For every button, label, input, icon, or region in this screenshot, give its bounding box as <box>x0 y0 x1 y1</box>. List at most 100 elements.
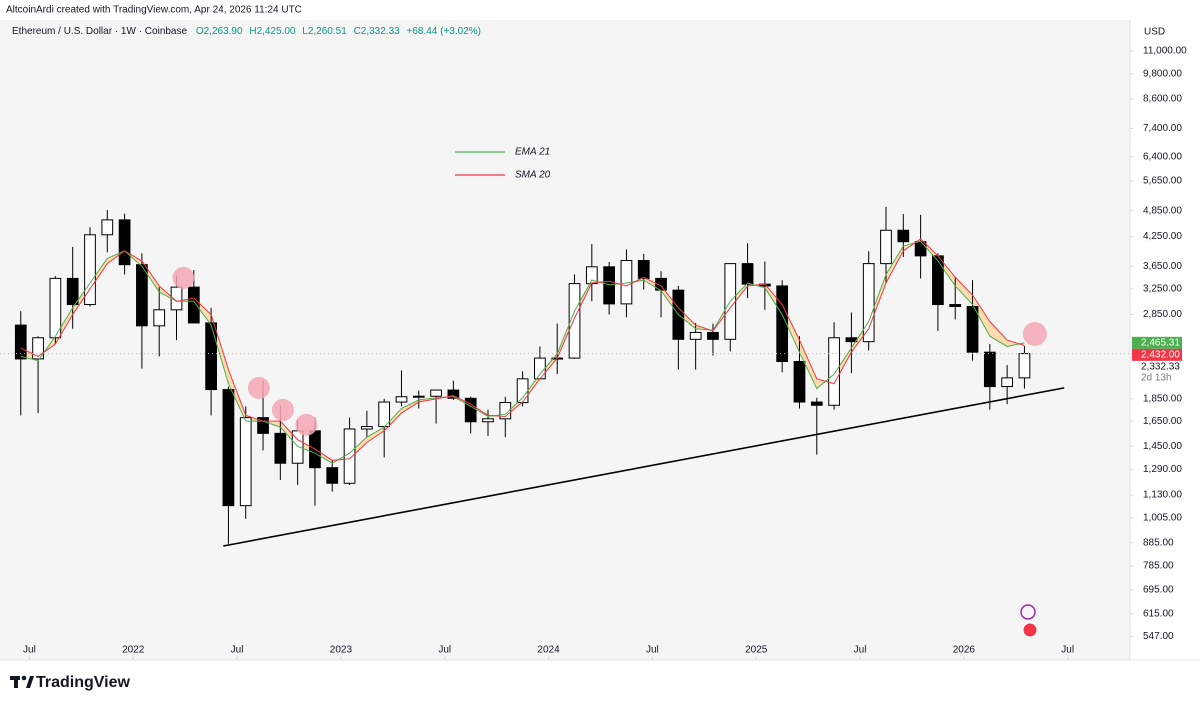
candle-body <box>932 255 944 306</box>
price-tag <box>1132 348 1182 361</box>
candle-body <box>689 331 702 340</box>
ohlc-close: C2,332.33 <box>354 26 401 37</box>
candle-body <box>257 417 269 434</box>
icon[interactable] <box>1020 604 1036 620</box>
candle-body <box>949 304 962 307</box>
candle-body <box>343 428 356 484</box>
indicator-line <box>20 240 1025 464</box>
y-tick-label: 5,650.00 <box>1143 176 1182 187</box>
y-tick-label: 9,800.00 <box>1143 68 1182 79</box>
candle-body <box>412 395 425 398</box>
change: +68.44 (+3.02%) <box>407 26 482 37</box>
candle-body <box>983 351 996 388</box>
y-tick-label: 8,600.00 <box>1143 94 1182 105</box>
highlight-marker <box>247 376 270 399</box>
y-tick-label: 3,250.00 <box>1143 284 1182 295</box>
candle-body <box>84 234 96 306</box>
last-price-label: 2,332.33 <box>1141 361 1180 372</box>
candle-body <box>205 322 217 391</box>
candle-body <box>14 324 27 360</box>
logo-shape <box>21 675 27 681</box>
highlight-marker <box>295 413 318 436</box>
y-tick-label: 11,000.00 <box>1143 46 1187 57</box>
y-tick-label: 615.00 <box>1143 608 1174 619</box>
candle-body <box>534 357 546 380</box>
candle-body <box>49 277 62 339</box>
candle-body <box>101 219 114 236</box>
x-tick-label: Jul <box>231 645 244 656</box>
x-tick-label: Jul <box>438 645 451 656</box>
candle-body <box>187 286 200 324</box>
chart-title: Ethereum / U.S. Dollar · 1W · Coinbase O… <box>12 26 481 37</box>
candle-body <box>326 467 339 484</box>
candle-body <box>655 277 667 291</box>
candle-body <box>568 283 581 359</box>
y-tick-label: 3,650.00 <box>1143 261 1182 272</box>
plot-layer <box>14 206 1065 547</box>
highlight-marker <box>172 266 195 289</box>
trendline <box>223 387 1065 547</box>
highlight-marker <box>271 398 294 421</box>
y-tick-label: 1,290.00 <box>1143 464 1182 475</box>
candle-body <box>637 259 650 279</box>
x-tick-label: 2024 <box>537 645 560 656</box>
candle-body <box>914 241 927 257</box>
candle-body <box>136 264 148 327</box>
candle-body <box>482 418 494 423</box>
candle-body <box>66 277 79 306</box>
y-tick-label: 885.00 <box>1143 537 1174 548</box>
indicator-line <box>20 238 1025 461</box>
credit: AltcoinArdi created with TradingView.com… <box>6 5 302 16</box>
y-tick-label: 2,850.00 <box>1143 309 1182 320</box>
x-tick-label: Jul <box>23 645 36 656</box>
price-tag-label: 2,432.00 <box>1141 349 1180 360</box>
x-tick-label: Jul <box>646 645 659 656</box>
x-tick-label: 2026 <box>953 645 976 656</box>
legend-label: EMA 21 <box>515 147 550 158</box>
legend-label: SMA 20 <box>515 170 551 181</box>
icon[interactable] <box>1022 622 1038 638</box>
y-tick-label: 4,850.00 <box>1143 205 1182 216</box>
y-tick-label: 7,400.00 <box>1143 123 1182 134</box>
candle-body <box>810 401 823 406</box>
ohlc-low: L2,260.51 <box>302 26 347 37</box>
y-tick-label: 1,005.00 <box>1143 513 1182 524</box>
price-tag <box>1132 336 1182 349</box>
x-tick-label: Jul <box>854 645 867 656</box>
candle-body <box>360 426 373 430</box>
candle-body <box>118 219 131 266</box>
candle-body <box>793 361 806 403</box>
candle-body <box>776 285 789 363</box>
logo-shape <box>26 676 34 688</box>
x-tick-label: 2022 <box>122 645 145 656</box>
y-tick-label: 4,250.00 <box>1143 231 1182 242</box>
y-tick-label: 1,650.00 <box>1143 416 1182 427</box>
y-tick-label: 547.00 <box>1143 631 1174 642</box>
brand: TradingView <box>36 674 131 691</box>
ohlc-high: H2,425.00 <box>249 26 296 37</box>
logo-shape <box>14 676 18 688</box>
y-tick-label: 1,850.00 <box>1143 393 1182 404</box>
brand-logo: TradingView <box>10 674 131 691</box>
y-tick-label: 1,130.00 <box>1143 490 1182 501</box>
candle-body <box>447 389 460 399</box>
candle-body <box>966 305 979 353</box>
x-tick-label: Jul <box>1061 645 1074 656</box>
candle-body <box>274 432 287 464</box>
highlight-marker <box>1022 321 1047 346</box>
candle-body <box>153 309 166 327</box>
candle-body <box>897 229 910 243</box>
candle-body <box>603 266 615 305</box>
candle-body <box>395 396 408 403</box>
x-tick-label: 2025 <box>745 645 768 656</box>
candle-body <box>239 417 252 507</box>
candle-body <box>32 337 44 360</box>
y-tick-label: 6,400.00 <box>1143 151 1182 162</box>
candle-body <box>862 263 875 343</box>
candle-body <box>880 229 892 265</box>
x-tick-label: 2023 <box>330 645 353 656</box>
countdown: 2d 13h <box>1141 372 1172 383</box>
candle-body <box>430 389 442 397</box>
